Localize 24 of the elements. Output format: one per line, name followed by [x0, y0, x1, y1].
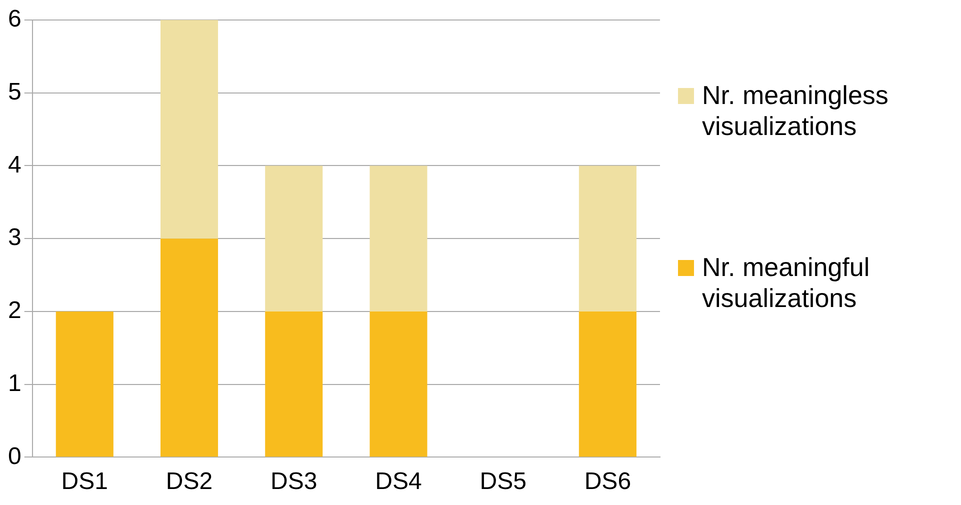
bar [578, 311, 636, 457]
y-tick-label: 5 [8, 78, 22, 106]
x-tick-label: DS4 [375, 468, 422, 496]
bar [265, 166, 323, 312]
bar [160, 238, 218, 457]
bar [160, 20, 218, 239]
x-tick-label: DS3 [270, 468, 318, 496]
x-tick-label: DS1 [61, 468, 108, 496]
bar [578, 166, 636, 312]
bar [370, 311, 428, 457]
y-tick-label: 4 [8, 151, 22, 178]
x-tick-label: DS5 [480, 468, 526, 496]
legend-label: Nr. meaningful visualizations [702, 252, 871, 314]
y-tick-label: 1 [8, 370, 22, 397]
y-tick-label: 6 [8, 6, 22, 33]
bar [265, 311, 323, 457]
x-tick-label: DS2 [166, 468, 213, 496]
x-tick-label: DS6 [584, 468, 632, 496]
y-tick-label: 3 [8, 224, 22, 252]
y-tick-label: 2 [8, 297, 22, 324]
bar [370, 166, 428, 312]
bar [56, 311, 114, 457]
legend-label: Nr. meaningless visualizations [702, 80, 890, 142]
y-tick-label: 0 [8, 442, 22, 470]
